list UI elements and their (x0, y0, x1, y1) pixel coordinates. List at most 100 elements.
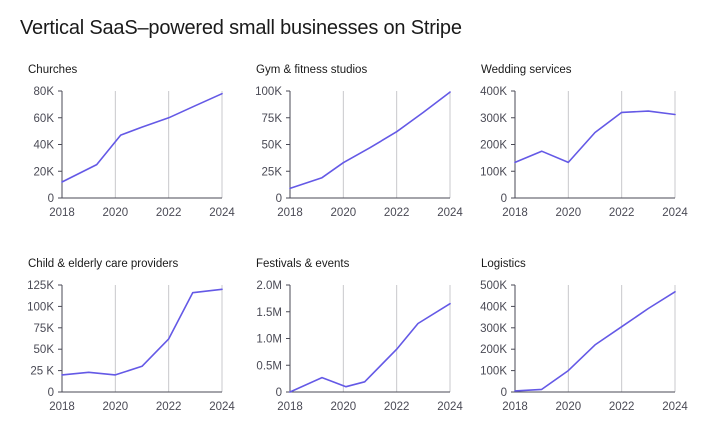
y-tick-label: 25K (262, 166, 283, 178)
gym-fitness-line-chart: 0 25K 50K 75K 100K 2018 2020 2022 2024 (255, 86, 463, 219)
y-tick-label: 200K (480, 140, 507, 152)
x-tick-label: 2024 (662, 207, 688, 219)
data-point (540, 150, 542, 152)
wedding-services-line-chart: 0 100K 200K 300K 400K 2018 2020 2022 2024 (480, 86, 688, 219)
data-point (87, 371, 89, 373)
y-tick-label: 0 (501, 387, 507, 399)
data-point (567, 161, 569, 163)
x-tick-label: 2020 (331, 207, 357, 219)
y-tick-label: 0 (276, 193, 282, 205)
x-tick-label: 2024 (209, 401, 235, 413)
y-tick-label: 80K (34, 86, 55, 98)
y-tick-label: 50K (262, 140, 283, 152)
logistics-line-chart: 0 100K 200K 300K 400K 500K 2018 2020 2022 2024 (480, 280, 688, 413)
y-tick-label: 60K (34, 113, 55, 125)
x-tick-label: 2022 (609, 207, 635, 219)
y-tick-label: 400K (480, 301, 507, 313)
series-line (61, 92, 223, 183)
data-point (363, 381, 365, 383)
y-tick-label: 200K (480, 344, 507, 356)
y-tick-label: 75K (34, 323, 55, 335)
chart-title: Gym & fitness studios (256, 64, 368, 76)
x-tick-label: 2018 (277, 401, 303, 413)
chart-title: Wedding services (481, 64, 572, 76)
data-point (540, 388, 542, 390)
x-tick-label: 2022 (156, 401, 182, 413)
data-point (514, 390, 516, 392)
data-point (674, 113, 676, 115)
data-point (167, 338, 169, 340)
x-tick-label: 2018 (502, 207, 528, 219)
data-point (221, 288, 223, 290)
y-tick-label: 100K (255, 86, 282, 98)
y-tick-label: 125K (27, 280, 54, 292)
chart-panel-gym-fitness: Gym & fitness studios 0 25K 50K 75K 100K 2018… (248, 64, 478, 239)
data-point (191, 292, 193, 294)
x-tick-label: 2022 (384, 207, 410, 219)
y-tick-label: 0 (48, 387, 54, 399)
chart-panel-child-elderly-care: Child & elderly care providers 0 25 K 50K 7… (20, 258, 250, 433)
x-tick-label: 2018 (49, 207, 75, 219)
series-line (61, 288, 223, 376)
page-title: Vertical SaaS–powered small businesses o… (20, 17, 462, 39)
data-point (289, 391, 291, 393)
x-tick-label: 2018 (502, 401, 528, 413)
chart-panel-logistics: Logistics 0 100K 200K 300K 400K 500K 2018 2020 2… (473, 258, 703, 433)
x-tick-label: 2022 (384, 401, 410, 413)
data-point (449, 303, 451, 305)
x-tick-label: 2020 (331, 401, 357, 413)
y-tick-label: 0 (501, 193, 507, 205)
data-point (620, 111, 622, 113)
data-point (289, 187, 291, 189)
data-point (167, 117, 169, 119)
y-tick-label: 0 (48, 193, 54, 205)
x-tick-label: 2018 (49, 401, 75, 413)
y-tick-label: 1.5M (256, 307, 282, 319)
chart-title: Churches (28, 64, 78, 76)
data-point (114, 374, 116, 376)
x-tick-label: 2018 (277, 207, 303, 219)
y-tick-label: 2.0M (256, 280, 282, 292)
y-tick-label: 40K (34, 140, 55, 152)
data-point (321, 376, 323, 378)
data-point (342, 161, 344, 163)
data-point (95, 163, 97, 165)
x-tick-label: 2022 (156, 207, 182, 219)
data-point (141, 365, 143, 367)
data-point (194, 105, 196, 107)
series-line (289, 302, 451, 393)
y-tick-label: 100K (27, 301, 54, 313)
data-point (321, 176, 323, 178)
data-point (594, 344, 596, 346)
y-tick-label: 1.0M (256, 334, 282, 346)
chart-title: Child & elderly care providers (28, 258, 179, 270)
data-point (594, 131, 596, 133)
data-point (674, 291, 676, 293)
x-tick-label: 2020 (103, 207, 129, 219)
x-tick-label: 2024 (662, 401, 688, 413)
data-point (422, 111, 424, 113)
y-tick-label: 100K (480, 166, 507, 178)
child-elderly-care-line-chart: 0 25 K 50K 75K 100K 125K 2018 2020 2022 2024 (27, 280, 235, 413)
data-point (61, 181, 63, 183)
data-point (395, 130, 397, 132)
churches-line-chart: 0 20K 40K 60K 80K 2018 2020 2022 2024 (34, 86, 236, 219)
y-tick-label: 25 K (30, 366, 54, 378)
data-point (620, 326, 622, 328)
chart-panel-churches: Churches 0 20K 40K 60K 80K 2018 2020 2022 2024 (20, 64, 250, 239)
y-tick-label: 400K (480, 86, 507, 98)
data-point (514, 161, 516, 163)
x-tick-label: 2024 (209, 207, 235, 219)
series-line (514, 110, 676, 164)
x-tick-label: 2020 (103, 401, 129, 413)
festivals-events-line-chart: 0 0.5M 1.0M 1.5M 2.0M 2018 2020 2022 2024 (256, 280, 463, 413)
data-point (395, 348, 397, 350)
x-tick-label: 2022 (609, 401, 635, 413)
data-point (647, 307, 649, 309)
chart-title: Logistics (481, 258, 526, 270)
chart-title: Festivals & events (256, 258, 350, 270)
data-point (119, 134, 121, 136)
data-point (141, 126, 143, 128)
series-line (514, 290, 676, 392)
y-tick-label: 300K (480, 323, 507, 335)
